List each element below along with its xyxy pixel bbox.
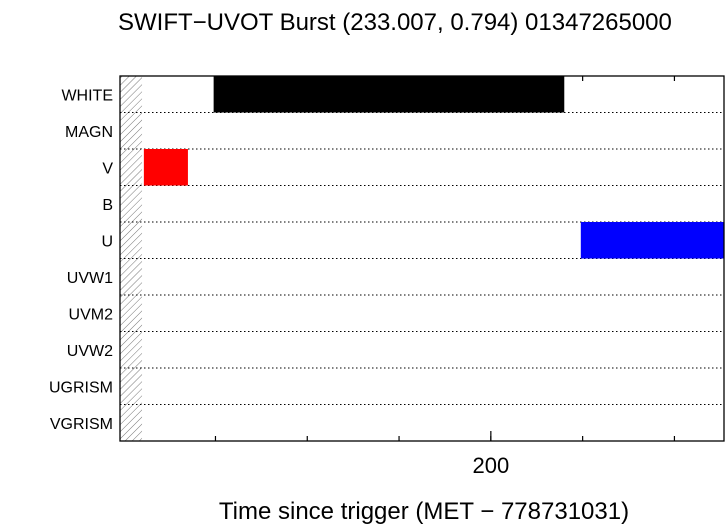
exposure-bar-u [580, 222, 724, 259]
plot-frame [119, 75, 725, 442]
filter-label-u: U [101, 233, 113, 250]
filter-label-uvm2: UVM2 [69, 306, 114, 323]
filter-label-v: V [102, 160, 113, 177]
filter-label-white: WHITE [61, 87, 113, 104]
filter-label-ugrism: UGRISM [49, 379, 113, 396]
chart-title: SWIFT−UVOT Burst (233.007, 0.794) 013472… [118, 9, 672, 36]
exposure-bar-v [143, 149, 188, 186]
filter-label-magn: MAGN [65, 124, 113, 141]
filter-label-vgrism: VGRISM [50, 416, 113, 433]
filter-label-uvw2: UVW2 [67, 343, 113, 360]
filter-label-uvw1: UVW1 [67, 270, 113, 287]
plot-area: WHITE MAGN V B U UVW1 UVM2 UVW2 UGRISM VGRISM 200 [49, 75, 725, 478]
x-tick-label: 200 [472, 453, 509, 478]
hatched-region [120, 76, 143, 441]
exposure-bar-white [213, 76, 565, 113]
filter-label-b: B [102, 197, 113, 214]
x-axis-label: Time since trigger (MET − 778731031) [219, 498, 629, 525]
